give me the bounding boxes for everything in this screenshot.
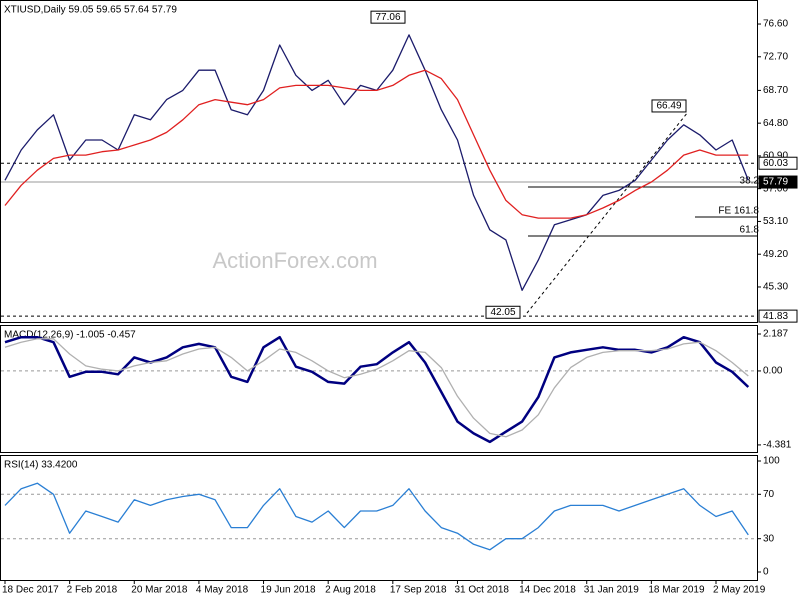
y-tick-label: 100 bbox=[763, 456, 780, 467]
y-tick-label: 53.10 bbox=[763, 216, 788, 227]
level-box bbox=[758, 309, 798, 323]
level-box bbox=[758, 156, 798, 170]
x-tick-label: 18 Dec 2017 bbox=[2, 585, 59, 596]
price-label: 66.49 bbox=[656, 101, 681, 112]
y-tick-label: 0.00 bbox=[763, 366, 783, 377]
y-tick-label: 57.00 bbox=[763, 183, 788, 194]
trend-line bbox=[526, 111, 689, 314]
x-tick-label: 2 May 2019 bbox=[713, 585, 766, 596]
fib-label: 61.8 bbox=[740, 225, 760, 236]
y-tick-label: 68.70 bbox=[763, 85, 788, 96]
y-tick-label: -4.381 bbox=[763, 440, 792, 451]
y-tick-label: 2.187 bbox=[763, 329, 788, 340]
fib-label: FE 161.8 bbox=[718, 206, 759, 217]
x-tick-label: 31 Oct 2018 bbox=[454, 585, 509, 596]
y-tick-label: 49.20 bbox=[763, 249, 788, 260]
x-tick-label: 2 Aug 2018 bbox=[325, 585, 376, 596]
x-tick-label: 4 May 2018 bbox=[196, 585, 249, 596]
level-box bbox=[758, 175, 798, 189]
price-box bbox=[370, 10, 406, 24]
x-tick-label: 17 Sep 2018 bbox=[390, 585, 447, 596]
fib-label: 38.2 bbox=[740, 176, 760, 187]
price-panel bbox=[0, 0, 758, 323]
macd-panel bbox=[0, 325, 758, 453]
price-label: 77.06 bbox=[375, 12, 400, 23]
x-tick-label: 20 Mar 2018 bbox=[131, 585, 188, 596]
level-label: 57.79 bbox=[763, 177, 788, 188]
level-label: 60.03 bbox=[763, 158, 788, 169]
x-tick-label: 18 Mar 2019 bbox=[648, 585, 705, 596]
y-tick-label: 45.30 bbox=[763, 282, 788, 293]
series-line bbox=[4, 69, 749, 219]
y-tick-label: 72.70 bbox=[763, 51, 788, 62]
level-label: 41.83 bbox=[763, 311, 788, 322]
rsi-panel bbox=[0, 455, 758, 581]
panel-title: XTIUSD,Daily 59.05 59.65 57.64 57.79 bbox=[4, 5, 177, 16]
x-tick-label: 14 Dec 2018 bbox=[519, 585, 576, 596]
x-tick-label: 19 Jun 2018 bbox=[261, 585, 316, 596]
series-line bbox=[4, 335, 750, 444]
price-box bbox=[651, 99, 687, 113]
y-tick-label: 30 bbox=[763, 533, 775, 544]
price-label: 42.05 bbox=[490, 307, 515, 318]
panel-title: RSI(14) 33.4200 bbox=[4, 460, 78, 471]
price-box bbox=[485, 305, 521, 319]
x-tick-label: 2 Feb 2018 bbox=[67, 585, 118, 596]
x-tick-label: 31 Jan 2019 bbox=[584, 585, 639, 596]
y-tick-label: 0 bbox=[763, 567, 769, 578]
series-line bbox=[4, 482, 749, 551]
watermark: ActionForex.com bbox=[212, 248, 377, 273]
panel-title: MACD(12,26,9) -1.005 -0.457 bbox=[4, 330, 136, 341]
y-tick-label: 76.60 bbox=[763, 19, 788, 30]
series-line bbox=[4, 338, 749, 438]
y-tick-label: 60.90 bbox=[763, 151, 788, 162]
y-tick-label: 70 bbox=[763, 489, 775, 500]
y-tick-label: 64.80 bbox=[763, 118, 788, 129]
